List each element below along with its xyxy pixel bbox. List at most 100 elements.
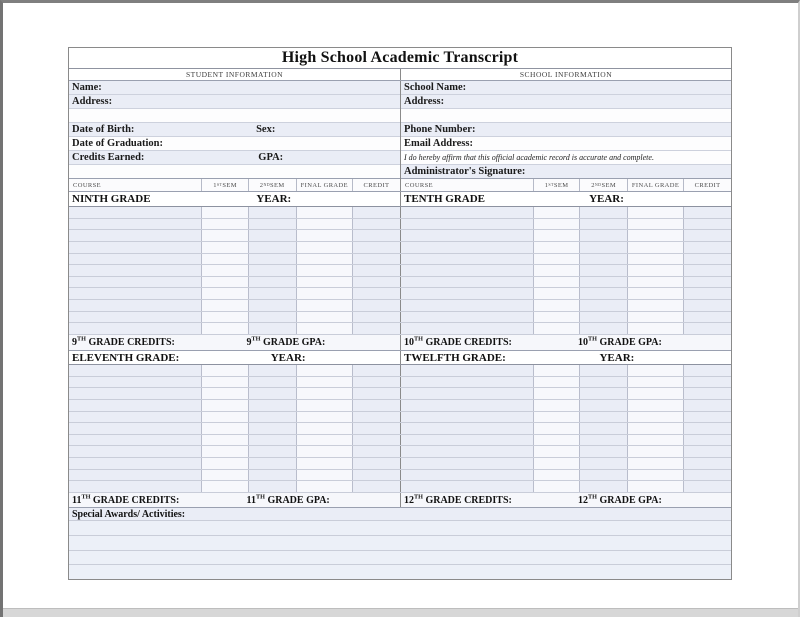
sem2-cell[interactable] — [247, 207, 296, 218]
sem2-cell[interactable] — [247, 469, 296, 481]
credit-cell[interactable] — [683, 311, 731, 323]
sem2-cell[interactable] — [247, 423, 296, 434]
course-cell[interactable] — [401, 265, 533, 276]
sem1-cell[interactable] — [533, 323, 580, 335]
sem1-cell[interactable] — [533, 411, 580, 423]
student-name-input[interactable] — [102, 81, 397, 94]
course-cell[interactable] — [69, 230, 202, 241]
final-grade-cell[interactable] — [295, 481, 352, 493]
course-cell[interactable] — [401, 365, 533, 376]
sem1-cell[interactable] — [533, 230, 580, 241]
course-cell[interactable] — [69, 376, 202, 388]
school-name-input[interactable] — [466, 81, 728, 94]
credit-cell[interactable] — [683, 399, 731, 411]
sem2-cell[interactable] — [579, 423, 628, 434]
credit-cell[interactable] — [351, 230, 400, 241]
course-cell[interactable] — [69, 399, 202, 411]
final-grade-cell[interactable] — [627, 288, 684, 300]
sem1-cell[interactable] — [533, 241, 580, 253]
course-cell[interactable] — [401, 276, 533, 288]
credit-cell[interactable] — [351, 365, 400, 376]
final-grade-cell[interactable] — [627, 388, 684, 399]
tenth-gpa-input[interactable] — [662, 335, 728, 350]
sem2-cell[interactable] — [247, 434, 296, 446]
final-grade-cell[interactable] — [295, 300, 352, 311]
final-grade-cell[interactable] — [627, 399, 684, 411]
sem1-cell[interactable] — [533, 253, 580, 265]
credit-cell[interactable] — [351, 265, 400, 276]
course-cell[interactable] — [401, 230, 533, 241]
credit-cell[interactable] — [351, 323, 400, 335]
phone-input[interactable] — [475, 123, 728, 136]
sem1-cell[interactable] — [201, 253, 248, 265]
course-cell[interactable] — [69, 458, 202, 469]
final-grade-cell[interactable] — [295, 241, 352, 253]
credits-earned-input[interactable] — [144, 151, 258, 164]
sem2-cell[interactable] — [579, 411, 628, 423]
sem1-cell[interactable] — [533, 311, 580, 323]
sem1-cell[interactable] — [533, 288, 580, 300]
sem1-cell[interactable] — [533, 300, 580, 311]
final-grade-cell[interactable] — [627, 311, 684, 323]
credit-cell[interactable] — [683, 207, 731, 218]
sem2-cell[interactable] — [247, 218, 296, 230]
course-cell[interactable] — [69, 434, 202, 446]
final-grade-cell[interactable] — [627, 241, 684, 253]
gpa-input[interactable] — [283, 151, 397, 164]
final-grade-cell[interactable] — [627, 446, 684, 458]
final-grade-cell[interactable] — [627, 376, 684, 388]
sem1-cell[interactable] — [533, 469, 580, 481]
twelfth-credits-input[interactable] — [512, 493, 578, 507]
sem2-cell[interactable] — [247, 276, 296, 288]
credit-cell[interactable] — [351, 300, 400, 311]
awards-line[interactable] — [69, 550, 731, 566]
sem1-cell[interactable] — [533, 365, 580, 376]
course-cell[interactable] — [69, 446, 202, 458]
final-grade-cell[interactable] — [627, 323, 684, 335]
sem1-cell[interactable] — [201, 446, 248, 458]
sem2-cell[interactable] — [247, 446, 296, 458]
sem1-cell[interactable] — [201, 411, 248, 423]
sem2-cell[interactable] — [247, 265, 296, 276]
sem2-cell[interactable] — [247, 458, 296, 469]
credit-cell[interactable] — [683, 376, 731, 388]
sem1-cell[interactable] — [201, 241, 248, 253]
sem2-cell[interactable] — [579, 469, 628, 481]
sem2-cell[interactable] — [247, 311, 296, 323]
sem1-cell[interactable] — [201, 365, 248, 376]
course-cell[interactable] — [69, 469, 202, 481]
course-cell[interactable] — [401, 481, 533, 493]
sem2-cell[interactable] — [247, 323, 296, 335]
sem2-cell[interactable] — [579, 218, 628, 230]
course-cell[interactable] — [401, 300, 533, 311]
credit-cell[interactable] — [351, 434, 400, 446]
sem1-cell[interactable] — [201, 388, 248, 399]
final-grade-cell[interactable] — [627, 276, 684, 288]
final-grade-cell[interactable] — [627, 265, 684, 276]
final-grade-cell[interactable] — [295, 411, 352, 423]
credit-cell[interactable] — [683, 423, 731, 434]
sem1-cell[interactable] — [201, 230, 248, 241]
sem2-cell[interactable] — [579, 241, 628, 253]
course-cell[interactable] — [401, 253, 533, 265]
credit-cell[interactable] — [351, 446, 400, 458]
final-grade-cell[interactable] — [295, 276, 352, 288]
credit-cell[interactable] — [683, 230, 731, 241]
final-grade-cell[interactable] — [627, 230, 684, 241]
credit-cell[interactable] — [683, 288, 731, 300]
course-cell[interactable] — [69, 365, 202, 376]
credit-cell[interactable] — [683, 446, 731, 458]
dob-input[interactable] — [134, 123, 256, 136]
credit-cell[interactable] — [683, 365, 731, 376]
course-cell[interactable] — [69, 311, 202, 323]
sem2-cell[interactable] — [579, 323, 628, 335]
course-cell[interactable] — [69, 218, 202, 230]
final-grade-cell[interactable] — [295, 323, 352, 335]
credit-cell[interactable] — [351, 311, 400, 323]
course-cell[interactable] — [69, 276, 202, 288]
sem2-cell[interactable] — [247, 253, 296, 265]
tenth-year-input[interactable] — [624, 192, 728, 206]
final-grade-cell[interactable] — [627, 300, 684, 311]
school-address2-input[interactable] — [404, 109, 728, 122]
credit-cell[interactable] — [351, 411, 400, 423]
